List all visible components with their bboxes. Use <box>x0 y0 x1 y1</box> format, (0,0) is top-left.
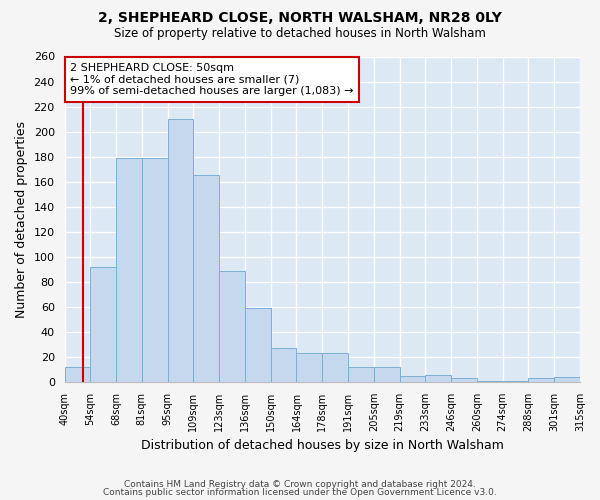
Bar <box>348 367 374 382</box>
Bar <box>167 119 193 382</box>
Text: Contains public sector information licensed under the Open Government Licence v3: Contains public sector information licen… <box>103 488 497 497</box>
Text: 2 SHEPHEARD CLOSE: 50sqm
← 1% of detached houses are smaller (7)
99% of semi-det: 2 SHEPHEARD CLOSE: 50sqm ← 1% of detache… <box>70 63 353 96</box>
Text: 2, SHEPHEARD CLOSE, NORTH WALSHAM, NR28 0LY: 2, SHEPHEARD CLOSE, NORTH WALSHAM, NR28 … <box>98 11 502 25</box>
Bar <box>503 381 529 382</box>
Bar <box>296 354 322 382</box>
Bar <box>91 267 116 382</box>
Bar <box>529 378 554 382</box>
Bar <box>451 378 477 382</box>
Bar <box>219 270 245 382</box>
Y-axis label: Number of detached properties: Number of detached properties <box>15 121 28 318</box>
Bar <box>554 377 580 382</box>
Bar <box>271 348 296 382</box>
Text: Size of property relative to detached houses in North Walsham: Size of property relative to detached ho… <box>114 28 486 40</box>
Bar <box>374 367 400 382</box>
X-axis label: Distribution of detached houses by size in North Walsham: Distribution of detached houses by size … <box>141 440 504 452</box>
Text: Contains HM Land Registry data © Crown copyright and database right 2024.: Contains HM Land Registry data © Crown c… <box>124 480 476 489</box>
Bar <box>425 374 451 382</box>
Bar <box>65 367 91 382</box>
Bar <box>116 158 142 382</box>
Bar <box>322 354 348 382</box>
Bar <box>400 376 425 382</box>
Bar <box>477 381 503 382</box>
Bar <box>142 158 167 382</box>
Bar <box>193 176 219 382</box>
Bar <box>245 308 271 382</box>
